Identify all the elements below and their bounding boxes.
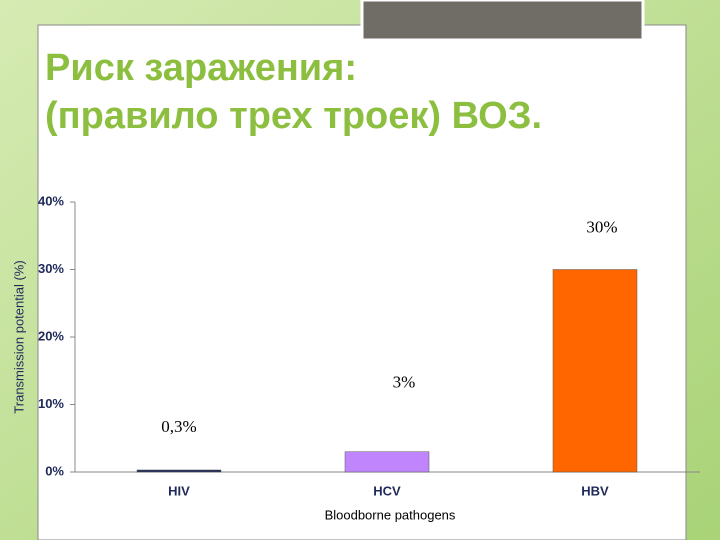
y-tick-label: 10% bbox=[38, 396, 64, 411]
x-tick-label: HCV bbox=[373, 483, 401, 498]
bar bbox=[552, 269, 638, 473]
bar bbox=[136, 469, 222, 473]
value-label: 30% bbox=[586, 217, 617, 236]
x-tick-label: HIV bbox=[168, 483, 190, 498]
x-tick-label: HBV bbox=[581, 483, 609, 498]
y-tick-label: 40% bbox=[38, 193, 64, 208]
decor-box bbox=[360, 0, 645, 42]
x-axis-label: Bloodborne pathogens bbox=[325, 507, 456, 522]
value-label: 0,3% bbox=[161, 417, 196, 436]
y-tick-label: 20% bbox=[38, 328, 64, 343]
y-axis-label: Transmission potential (%) bbox=[11, 260, 26, 413]
y-tick-label: 0% bbox=[45, 463, 64, 478]
title-line: (правило трех троек) ВОЗ. bbox=[45, 95, 542, 137]
title-line: Риск заражения: bbox=[45, 47, 357, 89]
value-label: 3% bbox=[393, 373, 416, 392]
bar bbox=[344, 451, 430, 473]
y-tick-label: 30% bbox=[38, 261, 64, 276]
